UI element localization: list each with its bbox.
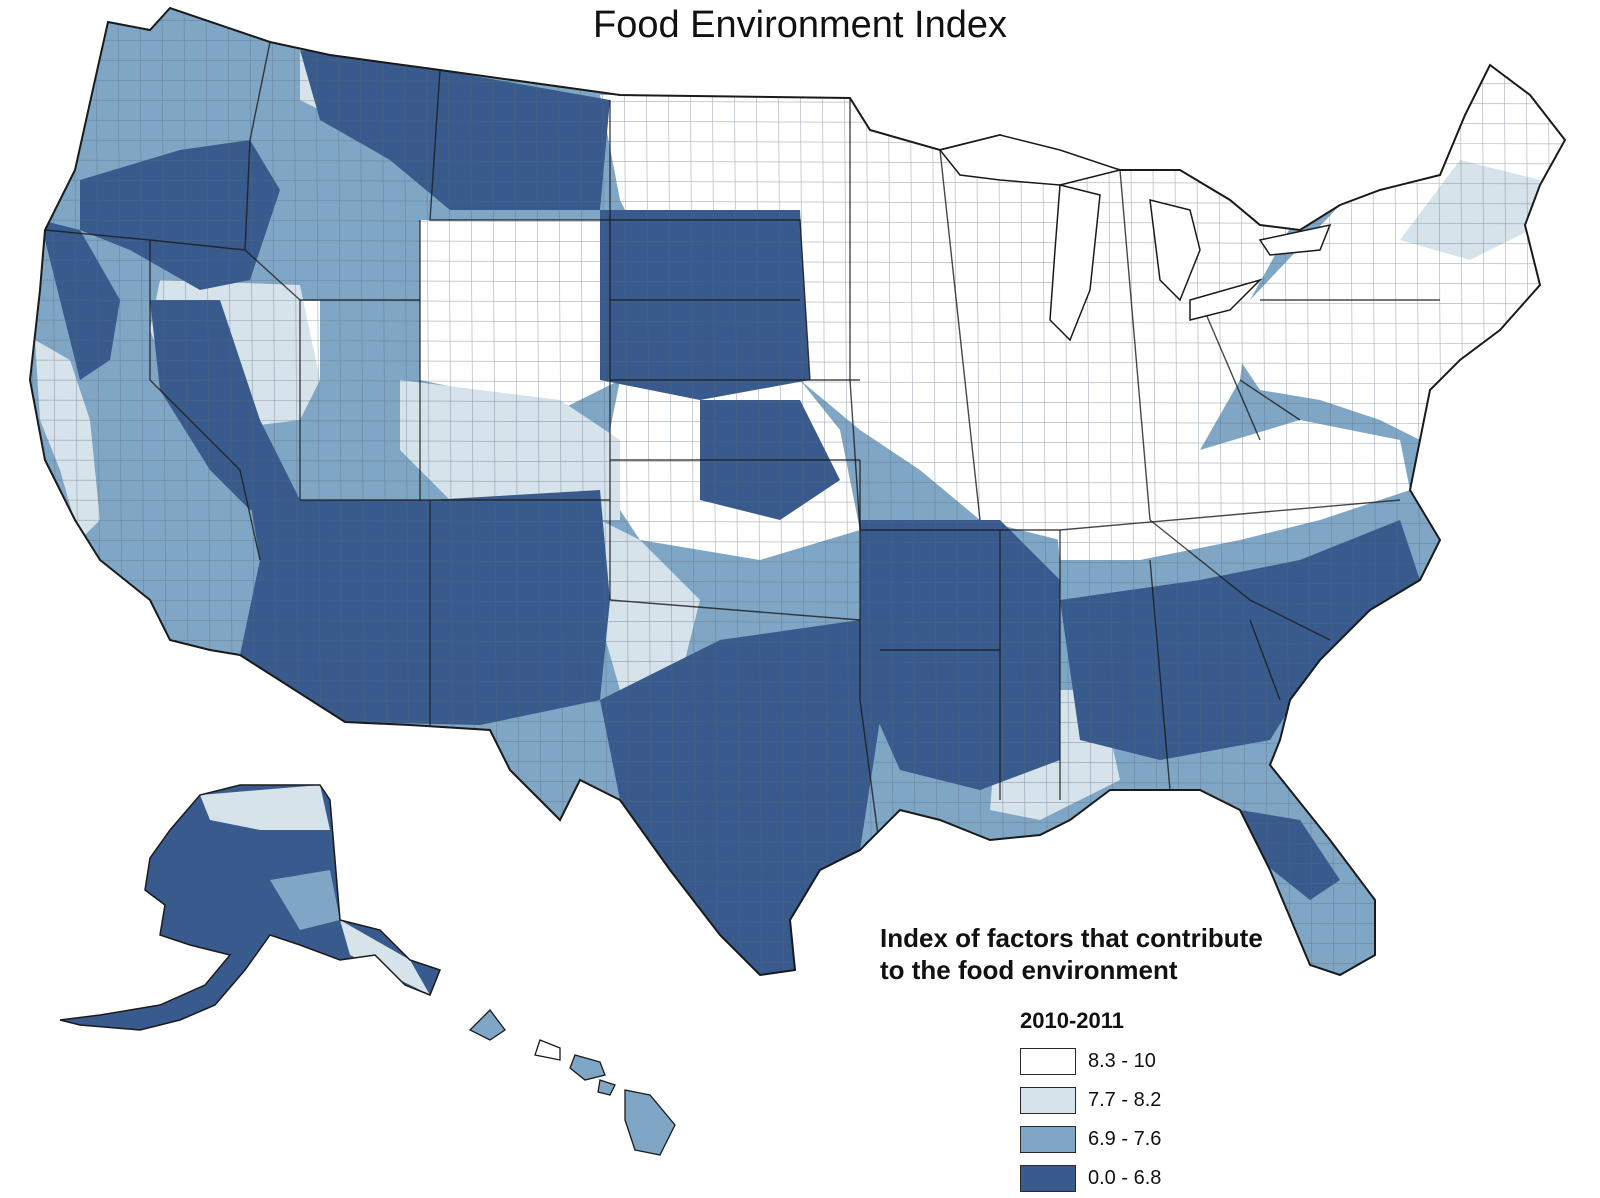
legend-swatch-3 — [1020, 1165, 1076, 1192]
legend-swatch-1 — [1020, 1087, 1076, 1114]
color-region-16 — [300, 50, 610, 210]
color-region-7 — [400, 380, 620, 520]
state-boundary-23 — [1199, 299, 1261, 441]
state-boundary-29 — [1239, 379, 1301, 421]
state-boundary-28 — [609, 599, 861, 621]
alaska-region — [59, 784, 441, 1031]
hawaii-island-2 — [569, 1054, 606, 1081]
state-boundary-26 — [1249, 619, 1281, 701]
alaska-region-0 — [200, 785, 330, 830]
state-boundary-20 — [1059, 499, 1401, 531]
legend-item-3: 0.0 - 6.8 — [1020, 1159, 1161, 1198]
color-region-2 — [420, 220, 620, 410]
color-region-20 — [600, 210, 810, 400]
legend-heading-line-2: to the food environment — [880, 955, 1178, 985]
legend-item-0: 8.3 - 10 — [1020, 1042, 1161, 1081]
state-boundary-16 — [859, 460, 881, 851]
state-boundary-27 — [939, 149, 981, 521]
legend-heading-line-1: Index of factors that contribute — [880, 923, 1263, 953]
contiguous-us-border — [28, 6, 1567, 977]
hawaii-island-0 — [468, 1009, 506, 1041]
alaska-outline — [60, 785, 440, 1030]
alaska-region-1 — [270, 870, 340, 930]
color-region-0 — [600, 95, 1290, 540]
great-lakes — [938, 134, 1332, 342]
color-region-22 — [1240, 810, 1340, 900]
hawaii-island-3 — [597, 1079, 616, 1096]
hawaii-region — [468, 1009, 676, 1156]
hawaii-island-4 — [624, 1089, 676, 1156]
lake-3 — [1189, 278, 1263, 321]
color-region-11 — [600, 520, 700, 690]
color-region-15 — [80, 140, 280, 290]
legend: 8.3 - 10 7.7 - 8.2 6.9 - 7.6 0.0 - 6.8 — [1020, 1042, 1161, 1198]
color-region-18 — [1060, 520, 1420, 760]
lake-4 — [1258, 223, 1332, 256]
state-boundary-22 — [1149, 519, 1331, 641]
lake-2 — [1149, 199, 1201, 302]
legend-label-1: 7.7 - 8.2 — [1088, 1089, 1162, 1111]
state-boundary-25 — [1149, 559, 1171, 791]
color-region-1 — [1240, 65, 1565, 440]
legend-swatch-2 — [1020, 1126, 1076, 1153]
state-boundary-21 — [1119, 169, 1151, 521]
color-region-14 — [150, 300, 300, 510]
legend-heading: Index of factors that contribute to the … — [880, 922, 1263, 986]
state-boundary-6 — [429, 69, 610, 221]
state-boundary-14 — [849, 98, 861, 531]
legend-swatch-0 — [1020, 1048, 1076, 1075]
legend-item-2: 6.9 - 7.6 — [1020, 1120, 1161, 1159]
hawaii-island-1 — [534, 1039, 561, 1061]
lake-0 — [938, 134, 1123, 186]
legend-item-1: 7.7 - 8.2 — [1020, 1081, 1161, 1120]
color-region-5 — [1050, 420, 1410, 560]
state-boundary-3 — [244, 41, 271, 251]
contiguous-us-region — [28, 6, 1567, 977]
legend-period: 2010-2011 — [1020, 1008, 1124, 1033]
state-boundary-10 — [610, 219, 811, 381]
legend-label-2: 6.9 - 7.6 — [1088, 1128, 1162, 1150]
map-title: Food Environment Index — [592, 4, 1007, 46]
legend-label-0: 8.3 - 10 — [1088, 1050, 1156, 1072]
legend-label-3: 0.0 - 6.8 — [1088, 1167, 1162, 1189]
alaska-region-2 — [340, 920, 430, 995]
alaska-border — [59, 784, 441, 1031]
state-boundary-1 — [149, 240, 261, 561]
lake-1 — [1049, 184, 1101, 342]
